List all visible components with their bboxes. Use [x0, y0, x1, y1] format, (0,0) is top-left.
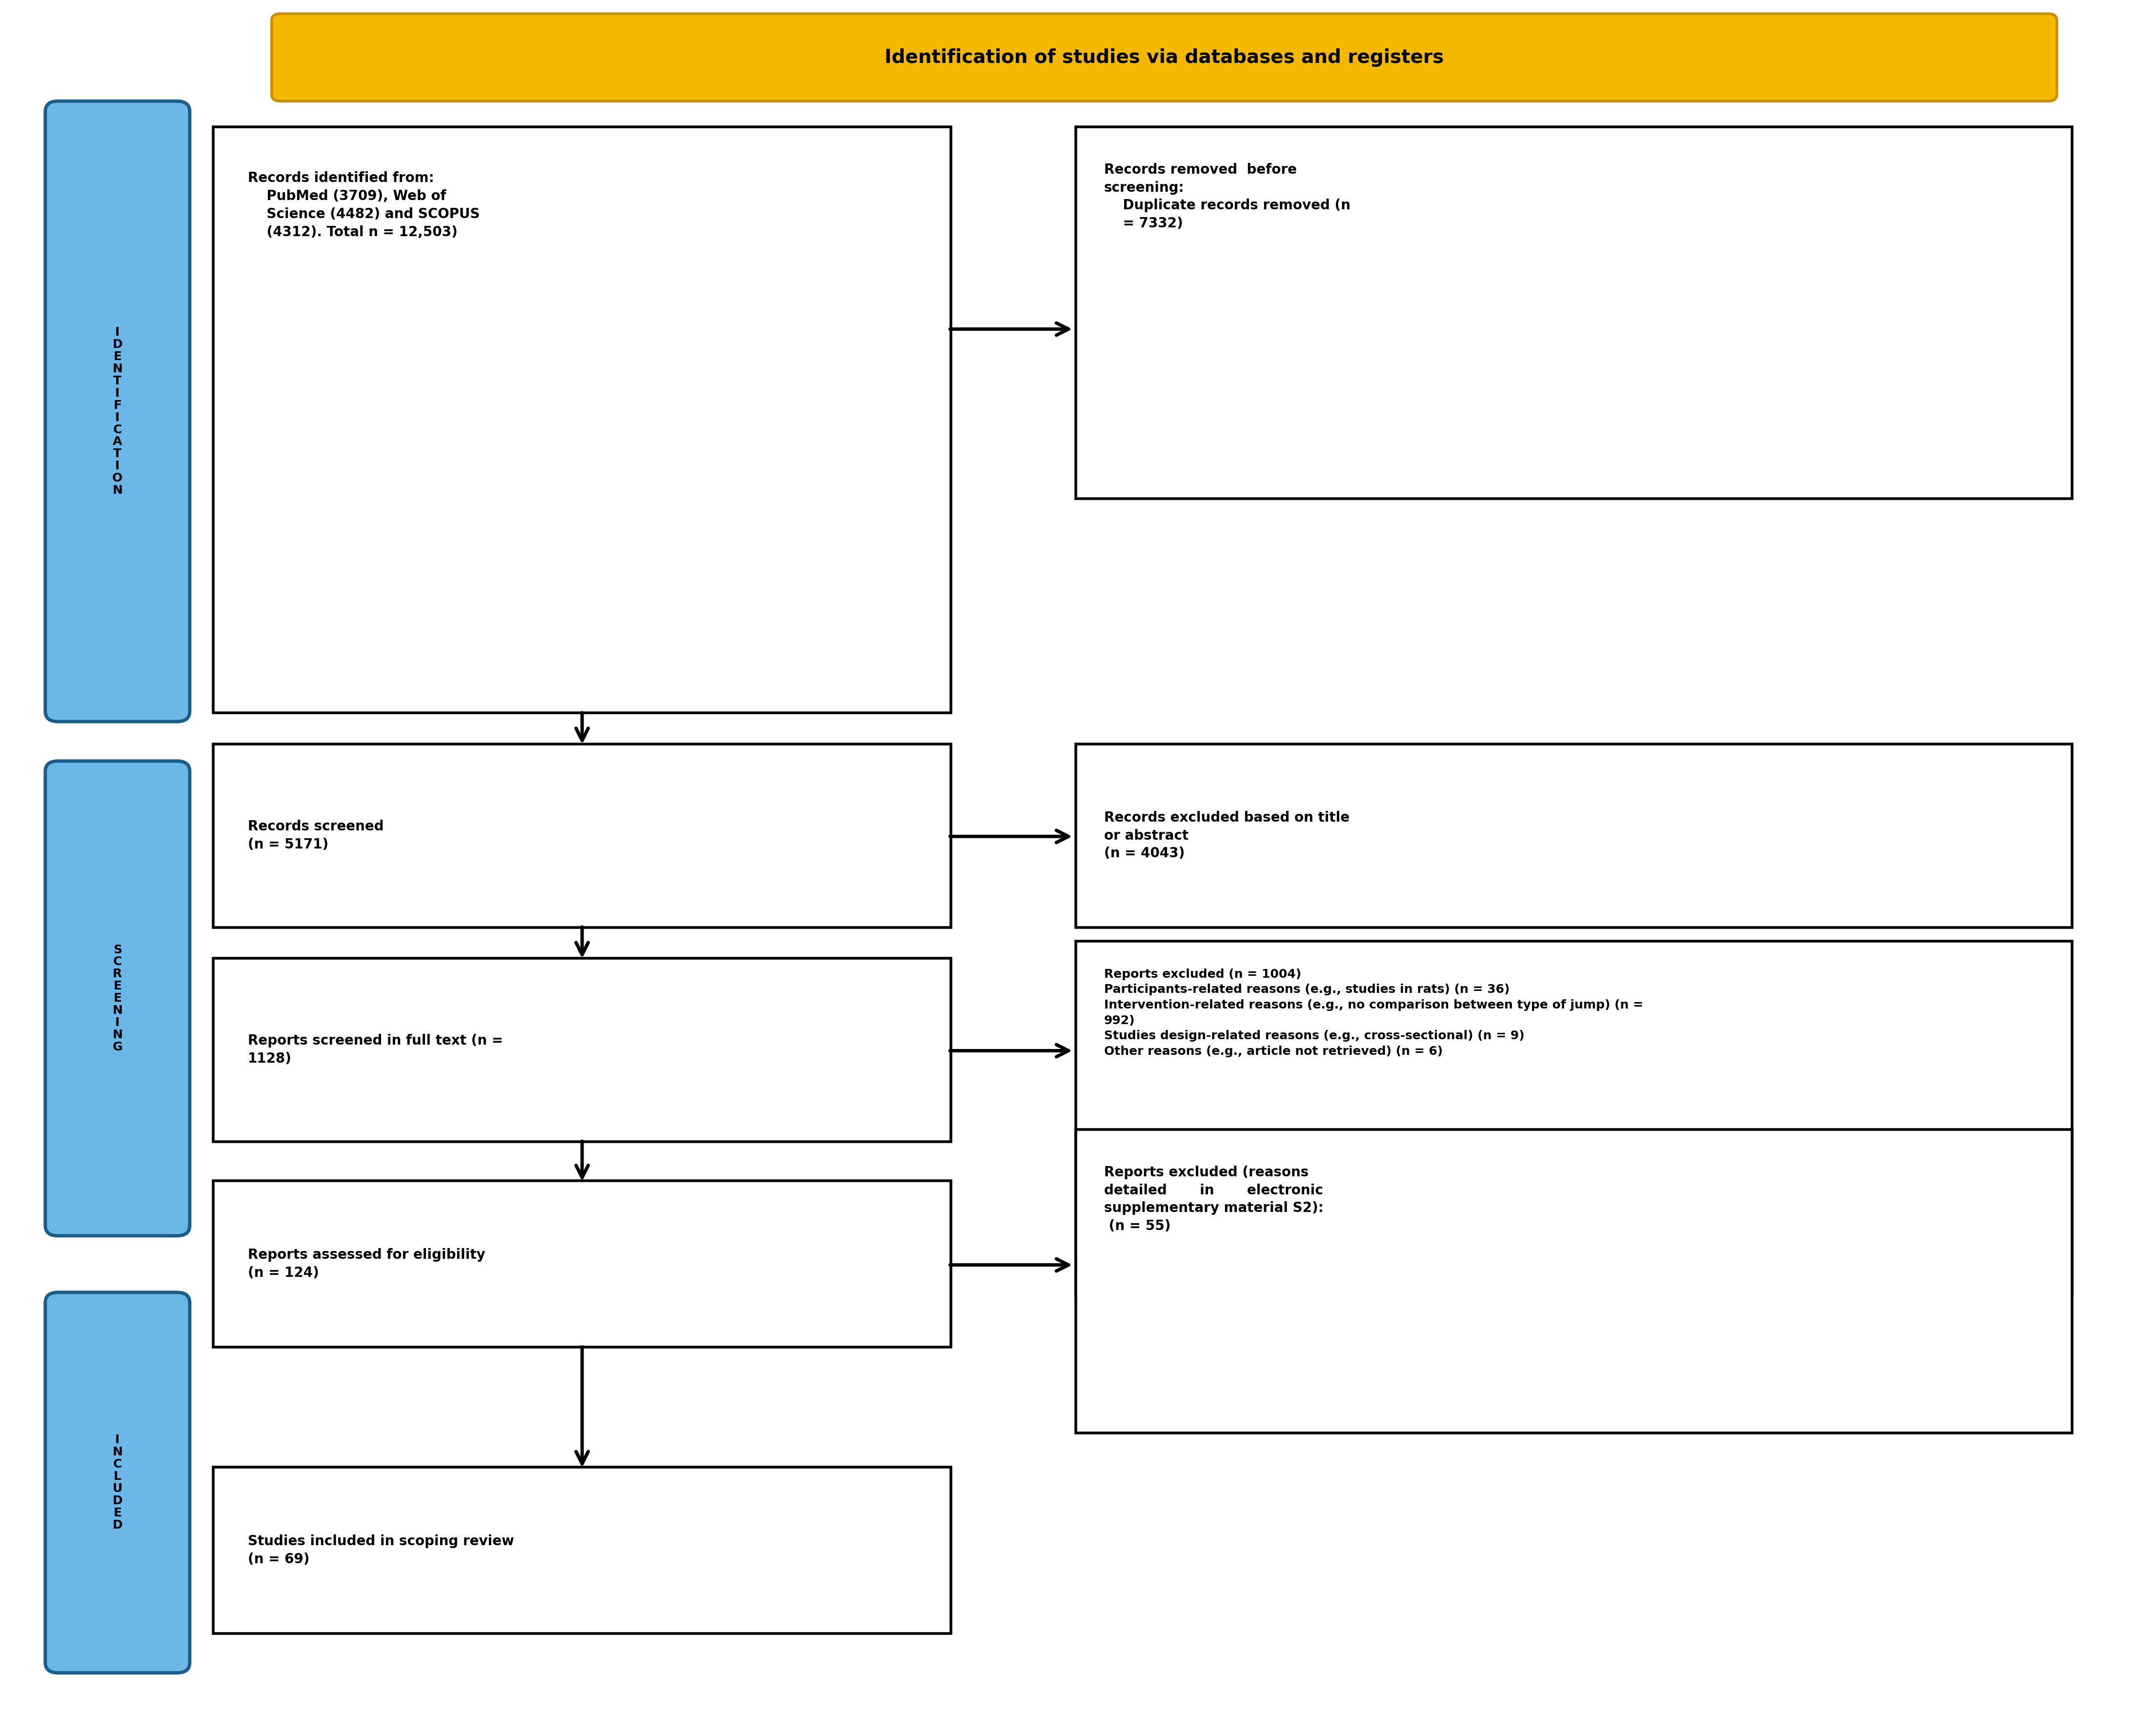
FancyBboxPatch shape — [1076, 744, 2072, 927]
FancyBboxPatch shape — [1076, 1130, 2072, 1433]
Text: Reports screened in full text (n =
1128): Reports screened in full text (n = 1128) — [248, 1034, 502, 1066]
FancyBboxPatch shape — [45, 101, 190, 722]
Text: Reports excluded (reasons
detailed       in       electronic
supplementary mater: Reports excluded (reasons detailed in el… — [1104, 1166, 1324, 1232]
Text: Records identified from:
    PubMed (3709), Web of
    Science (4482) and SCOPUS: Records identified from: PubMed (3709), … — [248, 171, 481, 238]
FancyBboxPatch shape — [272, 14, 2057, 101]
Text: Reports assessed for eligibility
(n = 124): Reports assessed for eligibility (n = 12… — [248, 1248, 485, 1280]
FancyBboxPatch shape — [45, 761, 190, 1236]
FancyBboxPatch shape — [213, 958, 951, 1142]
Text: I
D
E
N
T
I
F
I
C
A
T
I
O
N: I D E N T I F I C A T I O N — [112, 326, 123, 497]
Text: Records screened
(n = 5171): Records screened (n = 5171) — [248, 819, 384, 852]
Text: S
C
R
E
E
N
I
N
G: S C R E E N I N G — [112, 944, 123, 1052]
FancyBboxPatch shape — [213, 744, 951, 927]
FancyBboxPatch shape — [45, 1292, 190, 1673]
Text: Reports excluded (n = 1004)
Participants-related reasons (e.g., studies in rats): Reports excluded (n = 1004) Participants… — [1104, 968, 1643, 1058]
FancyBboxPatch shape — [1076, 127, 2072, 499]
Text: I
N
C
L
U
D
E
D: I N C L U D E D — [112, 1435, 123, 1531]
Text: Studies included in scoping review
(n = 69): Studies included in scoping review (n = … — [248, 1534, 515, 1567]
FancyBboxPatch shape — [1076, 941, 2072, 1296]
Text: Records removed  before
screening:
    Duplicate records removed (n
    = 7332): Records removed before screening: Duplic… — [1104, 163, 1350, 230]
FancyBboxPatch shape — [213, 1467, 951, 1633]
FancyBboxPatch shape — [213, 1181, 951, 1347]
Text: Identification of studies via databases and registers: Identification of studies via databases … — [884, 48, 1445, 67]
FancyBboxPatch shape — [213, 127, 951, 713]
Text: Records excluded based on title
or abstract
(n = 4043): Records excluded based on title or abstr… — [1104, 811, 1350, 860]
